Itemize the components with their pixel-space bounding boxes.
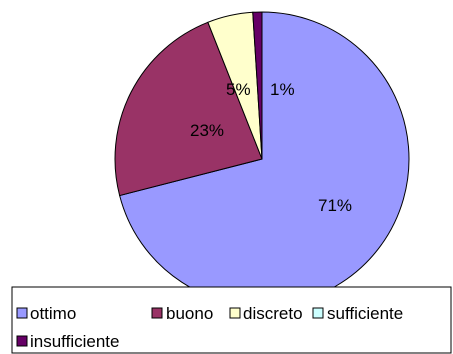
pie-slice-buono [114,21,263,197]
pie-slice-insufficiente [252,11,263,160]
legend-label-ottimo: ottimo [30,304,76,323]
legend-label-discreto: discreto [243,304,303,323]
pie-data-labels: 71% 23% 5% 1% [190,80,352,215]
legend-swatch-buono [151,307,163,319]
legend-frame [11,286,452,354]
legend-swatch-discreto [229,307,241,319]
data-label-ottimo: 71% [318,196,352,215]
legend: ottimo buono discreto sufficiente insuff… [11,286,452,354]
data-label-insufficiente: 1% [270,80,295,99]
legend-label-insufficiente: insufficiente [30,332,119,351]
pie-slices [114,11,410,307]
data-label-buono: 23% [190,121,224,140]
legend-label-sufficiente: sufficiente [327,304,403,323]
legend-swatch-sufficiente [312,307,324,319]
legend-label-buono: buono [166,304,213,323]
legend-swatch-ottimo [16,307,28,319]
legend-swatch-insufficiente [16,335,28,347]
data-label-discreto: 5% [226,80,251,99]
pie-slice-ottimo [119,11,410,307]
